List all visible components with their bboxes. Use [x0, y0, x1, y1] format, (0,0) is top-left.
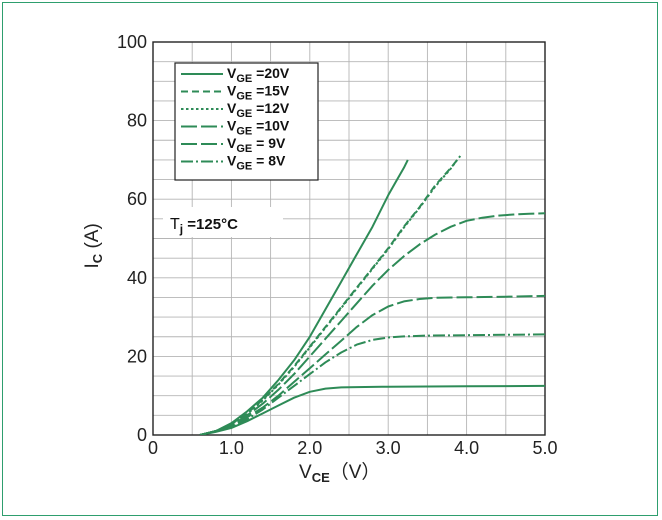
y-tick-label: 60 — [127, 189, 147, 209]
figure-frame — [2, 2, 658, 516]
x-tick-label: 1.0 — [219, 438, 244, 458]
y-axis-title: IC (A) — [82, 223, 105, 268]
annotation-bg — [163, 207, 283, 237]
annotation-text: Tj =125°C — [170, 216, 238, 236]
series-line-5 — [199, 333, 545, 435]
x-tick-label: 0 — [148, 438, 158, 458]
legend-label: VGE = 8V — [227, 153, 286, 173]
y-tick-label: 20 — [127, 346, 147, 366]
y-tick-label: 0 — [137, 425, 147, 445]
legend-label: VGE =12V — [227, 100, 290, 120]
series-lines — [199, 155, 545, 435]
grid — [153, 42, 545, 435]
legend-label: VGE = 9V — [227, 135, 286, 155]
series-line-1 — [199, 155, 462, 435]
x-axis-title: VCE（V） — [299, 461, 380, 485]
y-tick-label: 40 — [127, 268, 147, 288]
x-tick-label: 2.0 — [297, 438, 322, 458]
legend-label: VGE =20V — [227, 65, 290, 85]
legend-label: VGE =15V — [227, 83, 290, 103]
legend-box — [174, 62, 319, 181]
x-tick-label: 3.0 — [376, 438, 401, 458]
y-tick-label: 80 — [127, 111, 147, 131]
y-axis-label: IC (A) — [82, 223, 105, 268]
series-line-4 — [199, 294, 545, 435]
series-line-3 — [199, 212, 545, 435]
x-tick-label: 4.0 — [454, 438, 479, 458]
series-line-6 — [199, 384, 545, 435]
tj-annotation: Tj =125°C — [163, 207, 283, 237]
series-line-0 — [199, 159, 409, 435]
series-line-2 — [199, 159, 459, 435]
tick-labels: 0 1.0 2.0 3.0 4.0 5.0 0 20 40 60 80 100 — [117, 32, 558, 458]
x-axis-label: VCE（V） — [299, 461, 380, 485]
x-tick-label: 5.0 — [532, 438, 557, 458]
plot-border — [152, 41, 546, 436]
y-tick-label: 100 — [117, 32, 147, 52]
legend-label: VGE =10V — [227, 118, 290, 138]
